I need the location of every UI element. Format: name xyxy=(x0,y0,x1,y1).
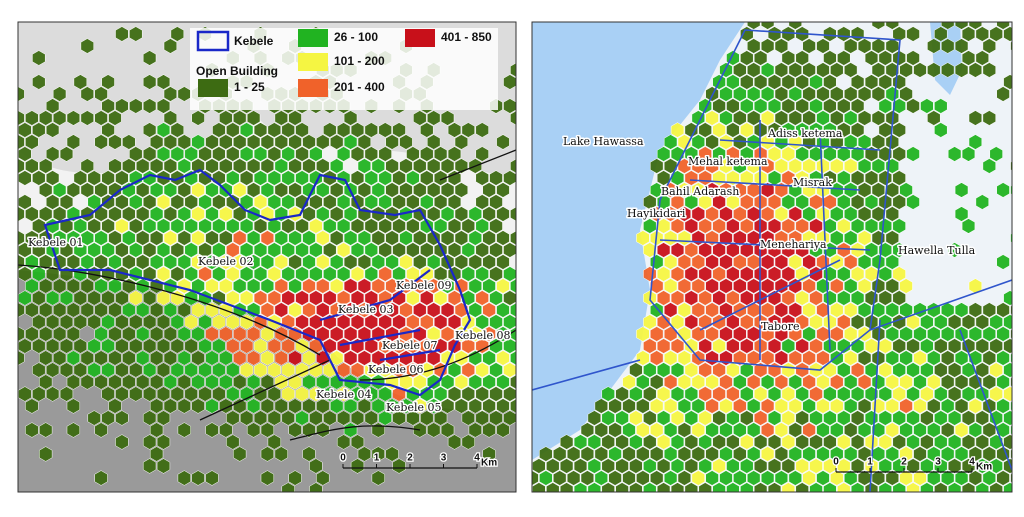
scale-label: 1 xyxy=(374,453,380,464)
hex-bin xyxy=(517,147,530,162)
legend-label: 401 - 850 xyxy=(441,30,492,44)
hex-bin xyxy=(517,339,530,354)
legend-label: 26 - 100 xyxy=(334,30,378,44)
place-label: Kebele 07 xyxy=(382,339,438,352)
place-label: Hawella Tulla xyxy=(898,244,976,257)
hex-bin xyxy=(1011,423,1024,438)
hex-bin xyxy=(1018,435,1024,450)
place-label: Kebele 02 xyxy=(198,255,254,268)
legend: Kebele Open Building 1 - 25 26 - 100 101 -… xyxy=(190,28,498,110)
scale-unit: Km xyxy=(481,458,497,469)
legend-swatch xyxy=(298,53,328,71)
hex-bin xyxy=(1011,39,1024,54)
hex-bin xyxy=(1011,447,1024,462)
legend-label: Kebele xyxy=(234,34,274,48)
hex-bin xyxy=(1018,387,1024,402)
place-label: Bahil Adarash xyxy=(661,185,739,198)
scale-label: 4 xyxy=(474,453,480,464)
hex-bin xyxy=(1011,471,1024,486)
place-label: Kebele 09 xyxy=(396,279,452,292)
hex-bin xyxy=(1011,399,1024,414)
place-label: Kebele 03 xyxy=(338,303,394,316)
scale-label: 2 xyxy=(901,457,907,468)
hex-bin xyxy=(1018,363,1024,378)
hex-bin xyxy=(1011,183,1024,198)
place-label: Kebele 06 xyxy=(368,363,424,376)
scale-label: 0 xyxy=(833,457,839,468)
hex-bin xyxy=(1018,483,1024,498)
hex-bin xyxy=(1018,411,1024,426)
place-label: Kebele 08 xyxy=(455,329,511,342)
place-label: Kebele 04 xyxy=(316,388,372,401)
place-label: Misrak xyxy=(793,176,832,189)
place-label: Adiss ketema xyxy=(767,127,843,140)
legend-label: 201 - 400 xyxy=(334,80,385,94)
scale-label: 3 xyxy=(935,457,941,468)
legend-label: 1 - 25 xyxy=(234,80,265,94)
hex-bin xyxy=(1018,339,1024,354)
scale-label: 1 xyxy=(867,457,873,468)
hex-bin xyxy=(517,315,530,330)
hex-bin xyxy=(1018,459,1024,474)
hex-bin xyxy=(1018,51,1024,66)
legend-label: 101 - 200 xyxy=(334,54,385,68)
legend-swatch xyxy=(298,79,328,97)
hex-bin xyxy=(1018,315,1024,330)
hex-bin xyxy=(1011,303,1024,318)
scale-label: 3 xyxy=(441,453,447,464)
hex-bin xyxy=(517,243,530,258)
hex-bin xyxy=(517,291,530,306)
hex-bin xyxy=(1011,327,1024,342)
hex-bin xyxy=(1018,195,1024,210)
scale-unit: Km xyxy=(976,462,992,473)
place-label: Tabore xyxy=(761,320,799,333)
place-label: Kebele 05 xyxy=(386,401,442,414)
place-label: Menehariya xyxy=(760,238,827,251)
scale-label: 0 xyxy=(340,453,346,464)
place-label: Hayikidari xyxy=(627,207,686,220)
legend-title: Open Building xyxy=(196,64,278,78)
hex-bin xyxy=(517,267,530,282)
legend-swatch xyxy=(298,29,328,47)
hex-bin xyxy=(1011,159,1024,174)
scale-label: 2 xyxy=(407,453,413,464)
place-label: Kebele 01 xyxy=(28,236,84,249)
hex-bin xyxy=(1011,375,1024,390)
legend-swatch xyxy=(405,29,435,47)
hex-bin xyxy=(1011,231,1024,246)
hex-bin xyxy=(517,387,530,402)
place-label: Mehal ketema xyxy=(688,155,768,168)
legend-swatch xyxy=(198,79,228,97)
hex-bin xyxy=(1011,351,1024,366)
scale-label: 4 xyxy=(969,457,975,468)
place-label: Lake Hawassa xyxy=(563,135,644,148)
hex-bin xyxy=(1018,99,1024,114)
hex-bin xyxy=(517,363,530,378)
